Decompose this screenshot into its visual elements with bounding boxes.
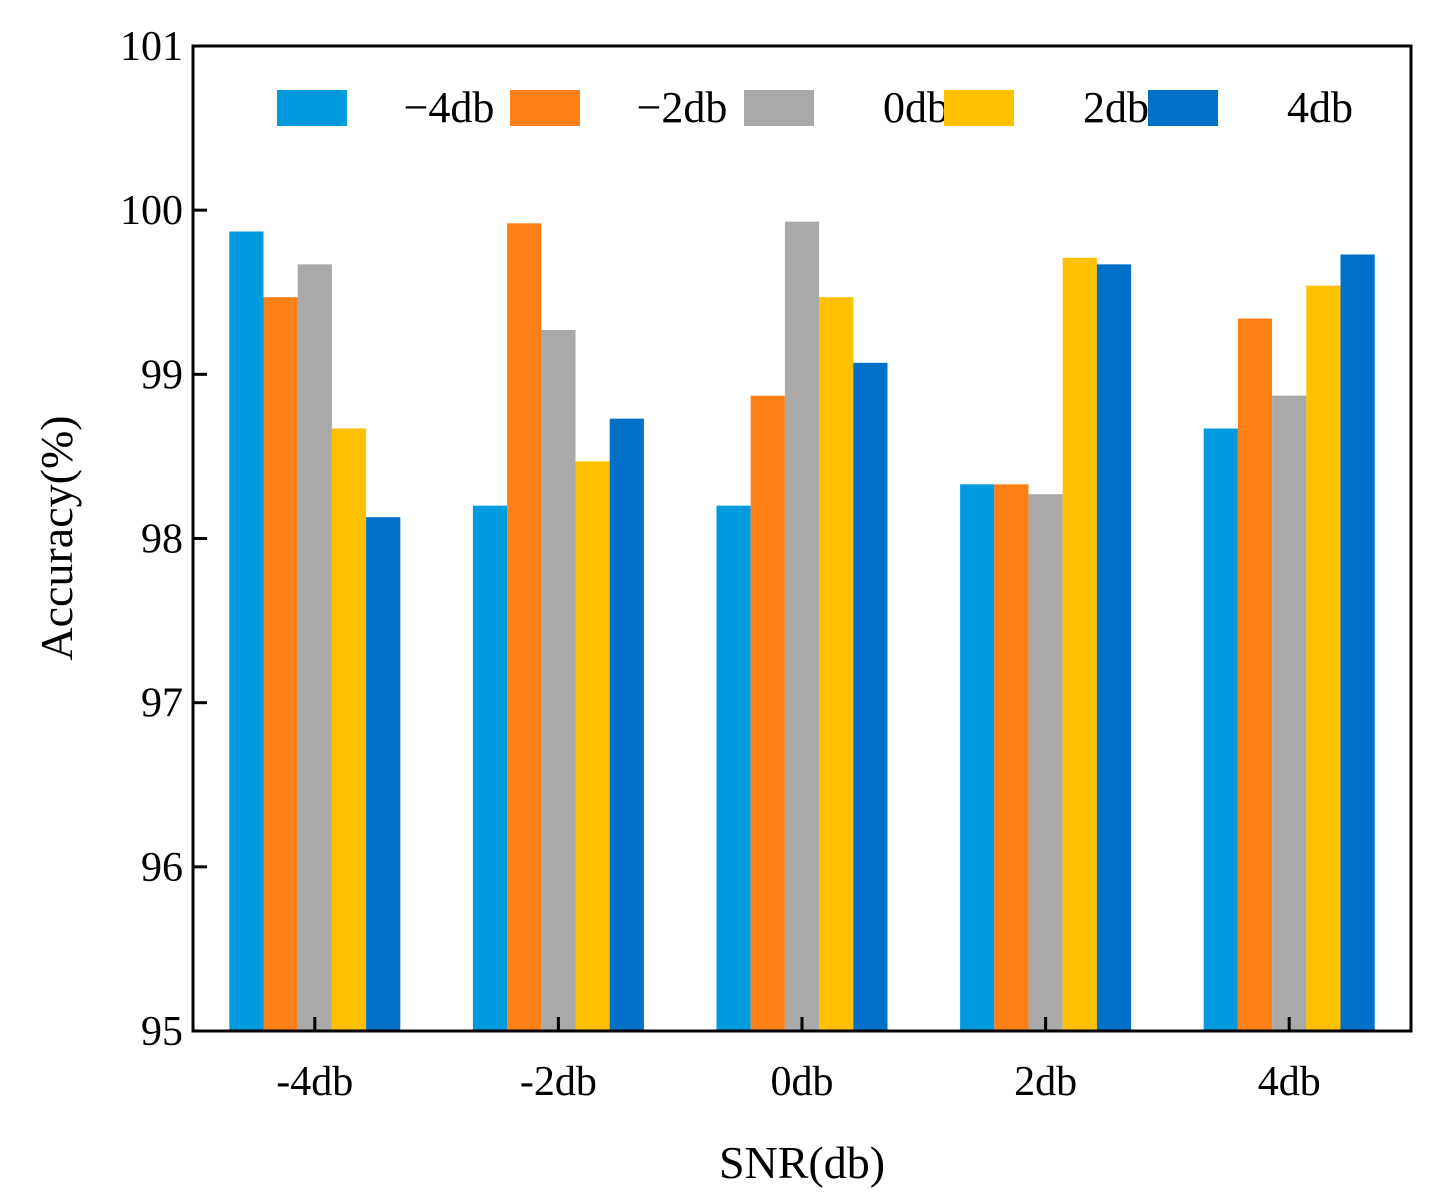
bar-4db-series-4 — [1306, 285, 1341, 1031]
bar-0db-series-4 — [819, 297, 854, 1031]
legend-label-series-2: −2db — [637, 83, 728, 132]
y-tick-label: 99 — [141, 352, 183, 398]
y-tick-label: 96 — [141, 845, 183, 891]
legend-label-series-1: −4db — [404, 83, 495, 132]
y-tick-label: 97 — [141, 681, 183, 727]
legend-swatch-series-2 — [510, 90, 580, 126]
y-axis-label: Accuracy(%) — [31, 415, 82, 660]
legend-label-series-5: 4db — [1287, 83, 1353, 132]
bars-layer — [229, 221, 1375, 1032]
y-tick-label: 98 — [141, 517, 183, 563]
bar-2db-series-2 — [994, 484, 1029, 1032]
x-tick-label: 4db — [1258, 1059, 1321, 1105]
bar-4db-series-2 — [1237, 318, 1273, 1031]
bar-4db-series-3 — [1272, 395, 1307, 1031]
y-tick-label: 100 — [120, 188, 183, 234]
bar-4db-series-5 — [1340, 254, 1375, 1032]
legend-swatch-series-1 — [277, 90, 347, 126]
legend-swatch-series-5 — [1148, 90, 1218, 126]
bar-0db-series-2 — [750, 395, 785, 1031]
bar--2db-series-2 — [507, 223, 542, 1032]
bar--2db-series-1 — [472, 505, 508, 1031]
bar--4db-series-5 — [366, 517, 401, 1031]
bar--4db-series-4 — [331, 428, 367, 1031]
x-tick-label: 2db — [1014, 1059, 1077, 1105]
x-axis-label: SNR(db) — [719, 1137, 885, 1188]
x-axis: -4db -2db 0db 2db 4db — [276, 1017, 1321, 1105]
x-tick-label: 0db — [771, 1059, 834, 1105]
x-tick-label: -2db — [520, 1059, 597, 1105]
bar--4db-series-2 — [263, 297, 298, 1031]
bar--4db-series-3 — [297, 264, 332, 1032]
bar--4db-series-1 — [229, 231, 264, 1031]
legend-label-series-3: 0db — [883, 83, 949, 132]
bar-2db-series-3 — [1028, 494, 1063, 1031]
bar-0db-series-5 — [853, 362, 888, 1032]
legend-swatch-series-4 — [944, 90, 1014, 126]
bar-2db-series-5 — [1096, 264, 1132, 1032]
legend: −4db −2db 0db 2db 4db — [277, 83, 1353, 132]
y-tick-label: 95 — [141, 1009, 183, 1055]
bar-2db-series-1 — [960, 484, 995, 1032]
legend-swatch-series-3 — [744, 90, 814, 126]
y-axis: 95 96 97 98 99 100 101 — [120, 24, 207, 1055]
bar--2db-series-4 — [575, 461, 610, 1032]
legend-label-series-4: 2db — [1083, 83, 1149, 132]
bar--2db-series-3 — [541, 330, 576, 1031]
bar-0db-series-1 — [716, 505, 751, 1031]
y-tick-label: 101 — [120, 24, 183, 70]
bar-2db-series-4 — [1062, 257, 1097, 1031]
bar--2db-series-5 — [609, 418, 644, 1031]
bar-4db-series-1 — [1203, 428, 1238, 1031]
bar-0db-series-3 — [784, 221, 820, 1031]
x-tick-label: -4db — [276, 1059, 353, 1105]
